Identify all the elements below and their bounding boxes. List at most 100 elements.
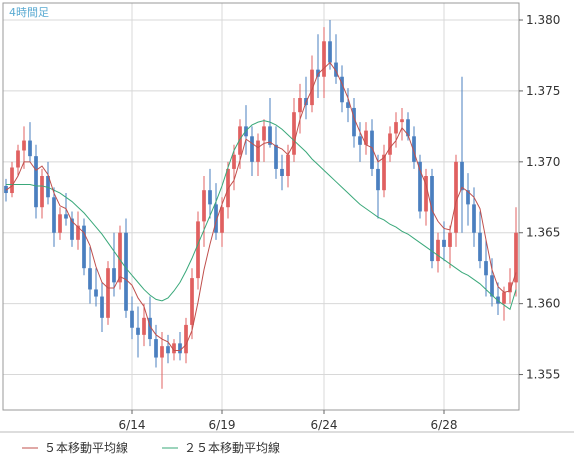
candle-body [430,176,434,262]
candle [364,122,368,155]
candle-body [112,268,116,283]
plot-border [2,2,520,411]
candle-body [154,339,158,358]
candle [196,211,200,290]
candle [496,282,500,315]
candle-body [514,232,518,283]
candle [340,65,344,113]
candle [178,332,182,361]
legend: ５本移動平均線 ２５本移動平均線 [22,440,280,455]
candle-body [28,140,32,157]
candle [466,173,470,226]
candle [136,306,140,358]
candle-body [400,119,404,123]
candle [202,176,206,247]
candle-body [232,154,236,169]
candle [292,98,296,162]
candle-body [118,232,122,283]
candle-body [502,292,506,304]
candle-body [412,136,416,162]
legend-item-ma5: ５本移動平均線 [22,440,128,455]
candle-body [274,144,278,169]
y-tick-label: 1.360 [526,297,560,311]
period-label: 4時間足 [9,6,49,19]
candle-body [4,185,8,194]
candle-body [490,275,494,297]
candle-body [16,150,20,168]
candle [46,161,50,205]
candle-body [148,317,152,340]
candle-body [334,62,338,77]
candle-body [178,343,182,354]
candle-body [106,268,110,318]
candle-body [394,122,398,134]
x-tick-label: 6/14 [119,418,146,432]
candle-body [388,133,392,155]
candle [448,225,452,269]
candle [82,218,86,276]
candle-body [190,278,194,325]
candle-body [250,136,254,162]
candle-body [442,239,446,247]
candle [4,178,8,202]
candle-body [418,161,422,212]
candle-body [382,154,386,191]
candle-body [208,190,212,205]
candle [460,76,464,233]
candle-body [10,167,14,194]
candle-body [346,102,350,108]
candle-body [196,221,200,279]
candle-body [310,69,314,106]
candle-body [94,289,98,297]
candle-body [172,343,176,354]
candle-body [76,225,80,240]
candle [376,154,380,219]
candle-body [454,161,458,233]
candle [298,83,302,134]
candle-body [268,126,272,145]
candle [424,168,428,226]
candle [100,282,104,333]
candle [154,324,158,368]
candle [400,107,404,141]
candle [118,225,122,290]
candle [16,144,20,177]
candle-body [100,296,104,318]
candle [232,144,236,191]
candle-body [256,140,260,162]
candle-body [262,126,266,141]
candle-body [508,282,512,293]
candle-body [436,239,440,262]
y-tick-label: 1.375 [526,84,560,98]
candle [208,168,212,219]
candle [52,187,56,247]
candle [286,144,290,188]
ma-layer [5,61,517,351]
candle-body [280,168,284,177]
candle [256,133,260,177]
candle-body [142,317,146,335]
candle-body [466,190,470,205]
candle [394,112,398,148]
candle-body [64,214,68,219]
candle [166,334,170,364]
candle-body [88,268,92,290]
y-tick-label: 1.380 [526,13,560,27]
candle [184,317,188,364]
candle [322,27,326,99]
candle [346,88,350,123]
candle [112,232,116,297]
candle [34,144,38,219]
candle [106,261,110,325]
candle-body [34,156,38,208]
legend-label-ma25: ２５本移動平均線 [184,440,280,455]
candle-body [298,98,302,113]
candle [478,211,482,269]
legend-item-ma25: ２５本移動平均線 [162,440,280,455]
candle [436,232,440,273]
candle-body [376,168,380,191]
candle-body [160,346,164,358]
candle-body [448,232,452,247]
